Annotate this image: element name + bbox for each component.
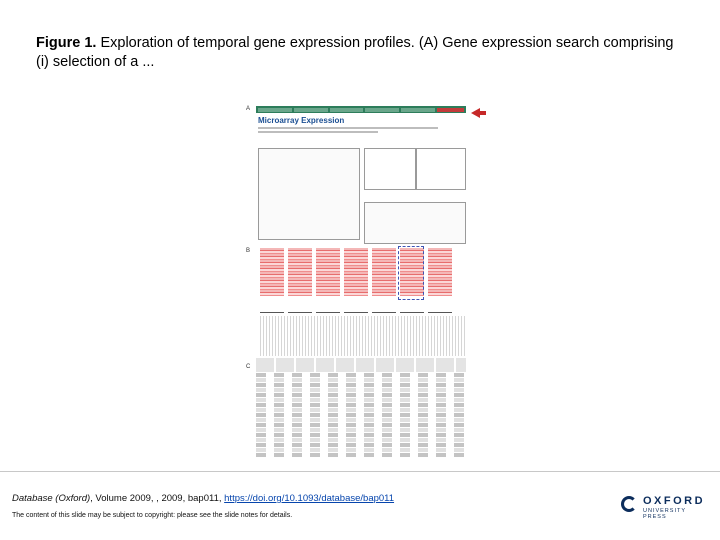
- footer-divider: [0, 471, 720, 472]
- highlight-dashed-box: [398, 246, 424, 300]
- panel-a-selected-genes-box: [364, 202, 466, 244]
- red-arrow-icon: [471, 108, 486, 118]
- slide-title: Figure 1. Exploration of temporal gene e…: [36, 34, 676, 72]
- logo-name: OXFORD: [643, 495, 706, 507]
- panel-a-summary-box: [416, 148, 466, 190]
- panel-a-gene-list-box: [258, 148, 360, 240]
- logo-subtitle: UNIVERSITY PRESS: [643, 508, 686, 520]
- citation: Database (Oxford), Volume 2009, , 2009, …: [12, 493, 394, 504]
- panel-label-b: B: [246, 248, 251, 254]
- panel-b-heatmaps: [260, 246, 466, 356]
- panel-a-screenshot: Microarray Expression: [256, 106, 486, 246]
- panel-b-tick-labels: [260, 316, 466, 356]
- journal-name: Database (Oxford): [12, 493, 91, 504]
- figure-label: Figure 1.: [36, 35, 97, 51]
- oxford-logo-icon: [621, 496, 637, 512]
- panel-label-a: A: [246, 106, 251, 112]
- figure-image: A B C Microarray Expression: [246, 106, 486, 462]
- copyright-notice: The content of this slide may be subject…: [12, 512, 293, 519]
- panel-label-c: C: [246, 364, 251, 370]
- panel-a-heading: Microarray Expression: [258, 116, 345, 125]
- citation-details: , Volume 2009, , 2009, bap011,: [90, 493, 225, 504]
- oxford-logo: OXFORD UNIVERSITY PRESS: [621, 494, 711, 520]
- doi-link[interactable]: https://doi.org/10.1093/database/bap011: [224, 493, 395, 504]
- figure-caption: Exploration of temporal gene expression …: [36, 35, 674, 70]
- panel-c-table: [256, 358, 466, 462]
- panel-a-nav-bar: [256, 106, 466, 113]
- panel-a-description-box: [364, 148, 416, 190]
